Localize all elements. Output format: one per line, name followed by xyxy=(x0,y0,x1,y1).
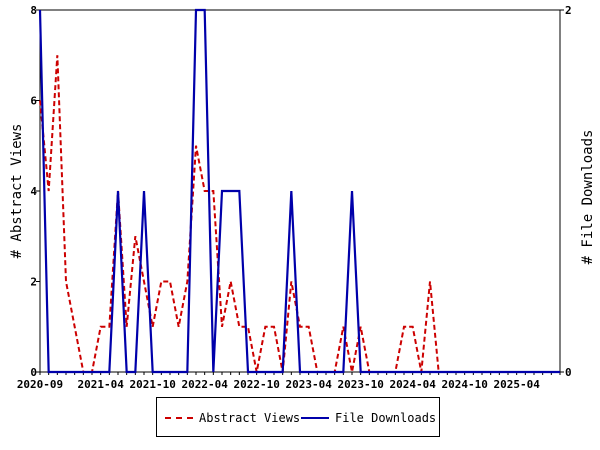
legend-item-file-downloads: File Downloads xyxy=(301,410,436,426)
legend-swatch-file-downloads xyxy=(301,417,329,419)
file-downloads-line xyxy=(38,8,560,374)
y-tick-label: 8 xyxy=(30,4,37,17)
x-tick-label: 2021-04 xyxy=(77,378,124,391)
plot-area: 0 2 4 6 8 0 2 2020-09 2021-04 2021-10 2022-04 2022-… xyxy=(17,4,572,391)
y-tick-label: 2 xyxy=(30,276,37,289)
x-tick-label: 2023-10 xyxy=(337,378,383,391)
x-tick-label: 2024-10 xyxy=(441,378,487,391)
y2-tick-label: 2 xyxy=(565,4,572,17)
legend-label-file-downloads: File Downloads xyxy=(335,411,437,425)
legend-item-abstract-views: Abstract Views xyxy=(165,410,300,426)
y2-tick-label: 0 xyxy=(565,366,572,379)
y-axis-title: # Abstract Views xyxy=(9,124,25,259)
y-tick-label: 4 xyxy=(30,185,37,198)
y2-axis-title: # File Downloads xyxy=(580,130,596,265)
legend-label-abstract-views: Abstract Views xyxy=(199,411,301,425)
y-tick-label: 0 xyxy=(30,366,37,379)
x-tick-label: 2024-04 xyxy=(389,378,436,391)
x-tick-label: 2021-10 xyxy=(129,378,175,391)
x-tick-label: 2023-04 xyxy=(285,378,332,391)
legend: Abstract Views File Downloads xyxy=(156,397,440,437)
x-tick-label: 2022-10 xyxy=(233,378,279,391)
legend-swatch-abstract-views xyxy=(165,417,193,419)
x-tick-label: 2020-09 xyxy=(17,378,63,391)
y-tick-label: 6 xyxy=(30,95,37,108)
x-tick-label: 2022-04 xyxy=(181,378,228,391)
x-tick-label: 2025-04 xyxy=(493,378,540,391)
